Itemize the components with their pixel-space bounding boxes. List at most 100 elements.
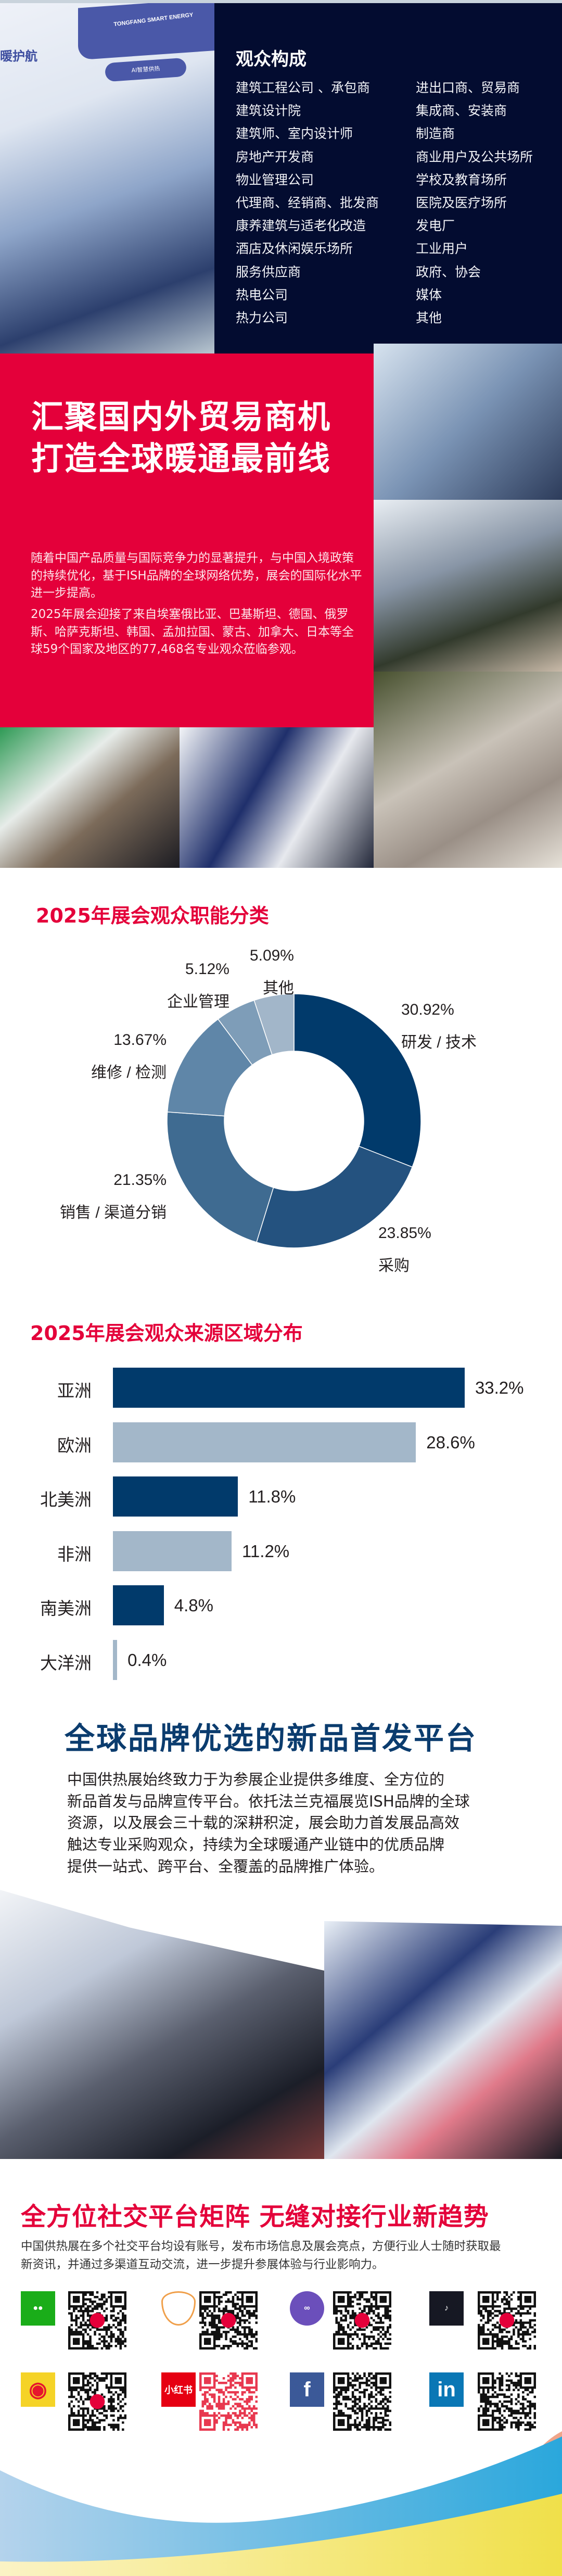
tiktok-icon[interactable]: ♪	[429, 2291, 464, 2326]
facebook-logo-text: f	[303, 2378, 311, 2401]
booth-banner	[78, 3, 214, 60]
bar-value-label: 4.8%	[174, 1596, 213, 1615]
xiaohongshu-icon[interactable]: 小红书	[161, 2372, 196, 2407]
donut-chart	[167, 993, 422, 1248]
brand-paragraph-line: 中国供热展始终致力于为参展企业提供多维度、全方位的	[67, 1771, 445, 1788]
bar	[113, 1422, 416, 1462]
audience-item: 代理商、经销商、批发商	[236, 195, 379, 210]
audience-title: 观众构成	[236, 49, 306, 70]
qr-center-logo	[90, 2313, 105, 2328]
photo-exhibitor-booth	[324, 1921, 562, 2159]
audience-composition-panel: 观众构成 建筑工程公司 、承包商 建筑设计院建筑师、室内设计师 房地产开发商 物业管理…	[214, 3, 562, 353]
social-paragraph-line: 中国供热展在多个社交平台均设有账号，发布市场信息及展会亮点，方便行业人士随时获取…	[21, 2240, 501, 2253]
bar	[113, 1476, 238, 1517]
bar-value-label: 11.8%	[248, 1487, 296, 1507]
audience-item: 热电公司	[236, 287, 288, 302]
trade-title: 汇聚国内外贸易商机 打造全球暖通最前线	[31, 396, 331, 479]
bar-category-label: 南美洲	[40, 1599, 92, 1619]
donut-value-label: 13.67%	[113, 1031, 167, 1049]
trade-title-line-1: 汇聚国内外贸易商机	[31, 398, 331, 436]
xiaohongshu-logo-text: 小红书	[164, 2385, 193, 2395]
donut-category-label: 研发 / 技术	[401, 1034, 477, 1051]
weibo-icon[interactable]: ◉	[21, 2372, 55, 2407]
audience-item: 进出口商、贸易商	[416, 80, 520, 95]
audience-item: 商业用户及公共场所	[416, 149, 533, 165]
qr-center-logo	[90, 2394, 105, 2409]
linkedin-logo-text: in	[437, 2378, 456, 2401]
bar-value-label: 0.4%	[127, 1650, 167, 1670]
audience-item: 服务供应商	[236, 264, 301, 280]
donut-category-label: 企业管理	[167, 993, 229, 1011]
channels-icon[interactable]	[161, 2291, 196, 2326]
photo-visitors-2	[374, 500, 562, 672]
bar-category-label: 非洲	[57, 1544, 92, 1564]
donut-value-label: 21.35%	[113, 1171, 167, 1189]
audience-item: 建筑师、室内设计师	[236, 126, 353, 142]
donut-slice	[256, 1145, 413, 1248]
brand-paragraph-line: 新品首发与品牌宣传平台。依托法兰克福展览ISH品牌的全球	[67, 1792, 470, 1810]
booth-pill: AI智慧供热	[104, 57, 187, 82]
qr-code[interactable]	[478, 2372, 536, 2434]
audience-item: 政府、协会	[416, 264, 481, 280]
donut-slice	[253, 993, 295, 1055]
audience-item: 建筑工程公司 、承包商	[236, 80, 370, 95]
qr-center-logo	[354, 2313, 370, 2328]
brand-paragraph-line: 资源，以及展会三十载的深耕积淀，展会助力首发展品高效	[67, 1814, 460, 1832]
bar-category-label: 大洋洲	[40, 1653, 92, 1673]
qr-code[interactable]	[199, 2291, 258, 2350]
trade-title-line-2: 打造全球暖通最前线	[31, 439, 331, 477]
audience-item: 建筑设计院	[236, 103, 301, 119]
donut-category-label: 采购	[378, 1257, 410, 1274]
bar-value-label: 28.6%	[426, 1432, 475, 1452]
decorative-waves	[0, 2431, 562, 2576]
audience-item: 制造商	[416, 126, 455, 142]
donut-category-label: 维修 / 检测	[91, 1064, 167, 1081]
qr-code[interactable]	[199, 2372, 258, 2434]
audience-item: 房地产开发商	[236, 149, 314, 165]
linkedin-icon[interactable]: in	[429, 2372, 464, 2407]
photo-visitors-1	[374, 344, 562, 500]
donut-slice	[167, 1112, 274, 1243]
audience-item: 工业用户	[416, 241, 468, 257]
qr-code[interactable]	[478, 2291, 536, 2350]
trade-section: 汇聚国内外贸易商机 打造全球暖通最前线 随着中国产品质量与国际竞争力的显著提升，与…	[0, 353, 374, 727]
donut-value-label: 30.92%	[401, 1001, 454, 1018]
bar-category-label: 北美洲	[40, 1490, 92, 1510]
donut-category-label: 其他	[263, 980, 294, 997]
mini-program-icon[interactable]: ∞	[290, 2291, 324, 2326]
photo-product-inspection	[374, 672, 562, 868]
brand-paragraph-line: 触达专业采购观众，持续为全球暖通产业链中的优质品牌	[67, 1836, 445, 1854]
donut-slice	[167, 1018, 253, 1117]
bar-category-label: 亚洲	[57, 1381, 92, 1400]
brand-title: 全球品牌优选的新品首发平台	[65, 1721, 478, 1756]
booth-slogan: 暖护航	[0, 49, 37, 64]
bar	[113, 1585, 164, 1626]
qr-code[interactable]	[333, 2372, 391, 2434]
photo-booth-visit	[180, 727, 374, 868]
top-strip	[0, 0, 562, 3]
qr-code[interactable]	[68, 2372, 126, 2434]
facebook-icon[interactable]: f	[290, 2372, 324, 2407]
photo-business-meeting	[0, 727, 180, 868]
qr-center-logo	[221, 2313, 236, 2328]
brand-paragraph-line: 提供一站式、跨平台、全覆盖的品牌推广体验。	[67, 1857, 385, 1875]
donut-value-label: 5.09%	[249, 947, 294, 964]
audience-item: 发电厂	[416, 218, 455, 234]
donut-slice	[293, 993, 422, 1168]
qr-center-logo	[499, 2313, 515, 2328]
bar-value-label: 33.2%	[475, 1378, 524, 1397]
social-title: 全方位社交平台矩阵 无缝对接行业新趋势	[21, 2202, 489, 2231]
wechat-icon[interactable]: ●●	[21, 2291, 55, 2326]
audience-item: 物业管理公司	[236, 172, 314, 187]
donut-category-label: 销售 / 渠道分销	[59, 1204, 167, 1221]
audience-item: 媒体	[416, 287, 442, 302]
qr-code[interactable]	[333, 2291, 391, 2350]
trade-paragraph-1: 随着中国产品质量与国际竞争力的显著提升，与中国入境政策的持续优化，基于ISH品牌…	[31, 551, 362, 600]
bar	[113, 1531, 232, 1571]
audience-item: 其他	[416, 310, 442, 325]
audience-item: 酒店及休闲娱乐场所	[236, 241, 353, 257]
qr-code[interactable]	[68, 2291, 126, 2350]
audience-item: 康养建筑与适老化改造	[236, 218, 366, 234]
bar-chart-title: 2025年展会观众来源区域分布	[30, 1322, 303, 1345]
trade-paragraph-2: 2025年展会迎接了来自埃塞俄比亚、巴基斯坦、德国、俄罗斯、哈萨克斯坦、韩国、孟…	[31, 608, 354, 656]
